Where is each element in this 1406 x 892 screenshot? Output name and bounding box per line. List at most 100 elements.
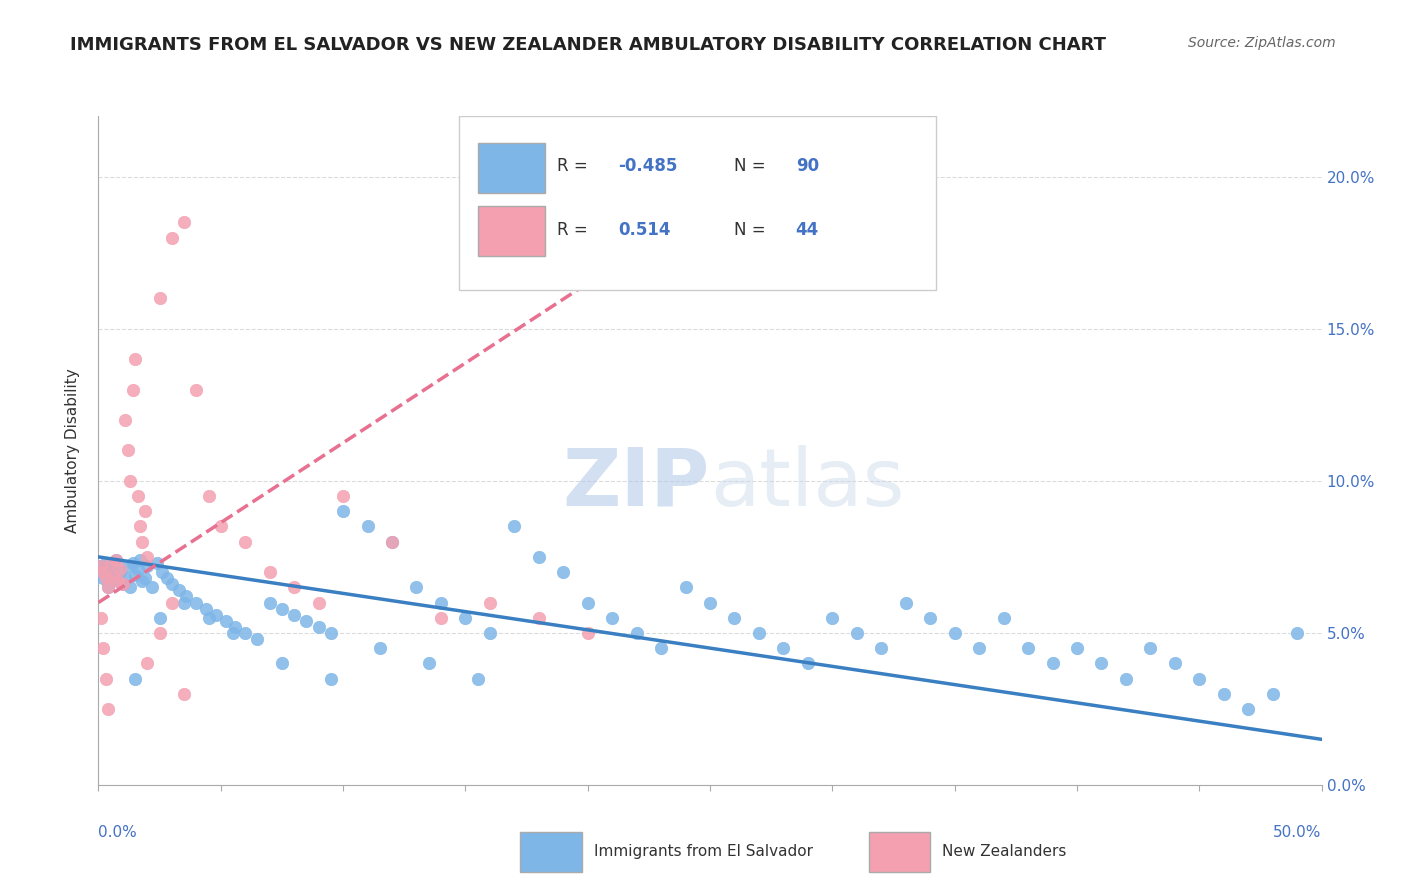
Text: 44: 44 xyxy=(796,220,818,239)
Point xyxy=(195,601,218,615)
Point xyxy=(1042,657,1064,671)
Point xyxy=(107,574,129,589)
Point xyxy=(214,614,236,628)
Point xyxy=(110,565,132,579)
Point xyxy=(222,626,245,640)
Point xyxy=(723,611,745,625)
Text: N =: N = xyxy=(734,220,772,239)
Point xyxy=(101,568,124,582)
Y-axis label: Ambulatory Disability: Ambulatory Disability xyxy=(65,368,80,533)
Point xyxy=(894,595,917,609)
Point xyxy=(149,292,172,306)
Point xyxy=(146,556,169,570)
Point xyxy=(478,626,501,640)
Point xyxy=(94,672,117,686)
Point xyxy=(527,611,550,625)
Point xyxy=(295,614,318,628)
Point xyxy=(845,626,868,640)
Point xyxy=(205,607,228,622)
Point xyxy=(101,568,124,582)
Point xyxy=(97,580,120,594)
Text: 50.0%: 50.0% xyxy=(1274,825,1322,840)
Text: Source: ZipAtlas.com: Source: ZipAtlas.com xyxy=(1188,36,1336,50)
Point xyxy=(319,626,342,640)
Point xyxy=(748,626,770,640)
Point xyxy=(270,601,294,615)
Point xyxy=(91,571,114,585)
Point xyxy=(993,611,1015,625)
FancyBboxPatch shape xyxy=(520,831,582,872)
Point xyxy=(120,474,142,488)
Point xyxy=(124,568,146,582)
Point xyxy=(920,611,942,625)
Point xyxy=(405,580,427,594)
Text: IMMIGRANTS FROM EL SALVADOR VS NEW ZEALANDER AMBULATORY DISABILITY CORRELATION C: IMMIGRANTS FROM EL SALVADOR VS NEW ZEALA… xyxy=(70,36,1107,54)
Point xyxy=(136,549,159,564)
Point xyxy=(1115,672,1137,686)
Point xyxy=(94,571,117,585)
Point xyxy=(870,641,893,656)
Point xyxy=(332,489,354,503)
Point xyxy=(675,580,697,594)
Point xyxy=(224,620,246,634)
Point xyxy=(821,611,844,625)
Point xyxy=(104,553,127,567)
Point xyxy=(186,595,208,609)
Point xyxy=(117,559,139,574)
Point xyxy=(430,611,453,625)
Point xyxy=(136,559,159,574)
Point xyxy=(1261,687,1284,701)
Text: N =: N = xyxy=(734,157,772,175)
Point xyxy=(600,611,623,625)
Point xyxy=(114,571,136,585)
Point xyxy=(259,595,281,609)
Point xyxy=(173,595,195,609)
Point xyxy=(176,590,198,604)
Point xyxy=(1066,641,1088,656)
Point xyxy=(1286,626,1309,640)
Point xyxy=(332,504,354,518)
Text: 0.514: 0.514 xyxy=(619,220,671,239)
Point xyxy=(797,657,820,671)
Point xyxy=(149,611,172,625)
Point xyxy=(186,383,208,397)
Point xyxy=(1139,641,1161,656)
Text: New Zealanders: New Zealanders xyxy=(942,845,1067,859)
Point xyxy=(97,580,120,594)
Point xyxy=(699,595,721,609)
Point xyxy=(650,641,672,656)
Point xyxy=(1090,657,1112,671)
Point xyxy=(127,562,149,576)
Point xyxy=(100,562,122,576)
Point xyxy=(107,574,129,589)
Point xyxy=(131,574,153,589)
Point xyxy=(91,641,114,656)
Point xyxy=(90,559,112,574)
Point xyxy=(160,595,183,609)
Point xyxy=(167,583,190,598)
Point xyxy=(1017,641,1039,656)
Text: Immigrants from El Salvador: Immigrants from El Salvador xyxy=(593,845,813,859)
Point xyxy=(110,562,132,576)
Point xyxy=(136,657,159,671)
Point xyxy=(131,534,153,549)
Point xyxy=(283,607,305,622)
Point xyxy=(246,632,269,646)
Point xyxy=(381,534,404,549)
Point xyxy=(381,534,404,549)
Point xyxy=(129,553,152,567)
Point xyxy=(124,672,146,686)
Point xyxy=(259,565,281,579)
Point xyxy=(90,611,112,625)
Point xyxy=(527,549,550,564)
Point xyxy=(233,534,256,549)
Point xyxy=(141,580,163,594)
FancyBboxPatch shape xyxy=(460,116,936,290)
Point xyxy=(120,580,142,594)
Text: R =: R = xyxy=(557,157,593,175)
Point xyxy=(173,215,195,229)
Point xyxy=(94,556,117,570)
Point xyxy=(478,595,501,609)
Point xyxy=(124,352,146,367)
Point xyxy=(553,565,575,579)
